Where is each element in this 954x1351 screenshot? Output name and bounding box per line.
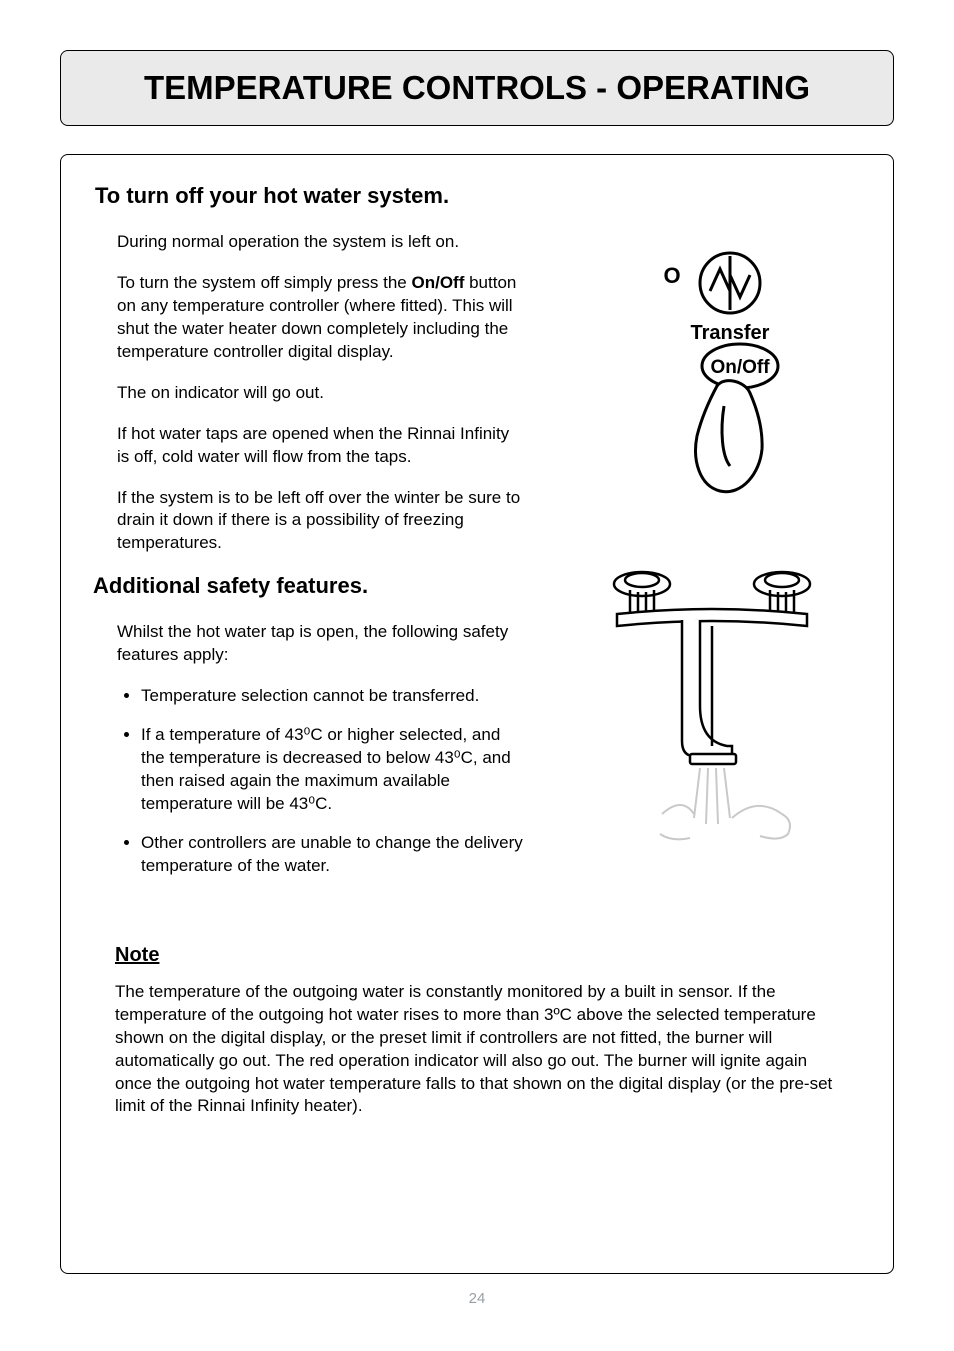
list-item: Temperature selection cannot be transfer…: [141, 685, 525, 708]
illustration-column: Transfer O On/Off: [555, 231, 859, 894]
title-banner: TEMPERATURE CONTROLS - OPERATING: [60, 50, 894, 126]
paragraph: The on indicator will go out.: [117, 382, 525, 405]
paragraph: Whilst the hot water tap is open, the fo…: [117, 621, 525, 667]
section-heading-turnoff: To turn off your hot water system.: [95, 183, 859, 209]
page-title: TEMPERATURE CONTROLS - OPERATING: [81, 69, 873, 107]
list-item: If a temperature of 43⁰C or higher selec…: [141, 724, 525, 816]
onoff-button-icon: Transfer O On/Off: [602, 251, 812, 501]
tap-icon: [582, 546, 832, 846]
paragraph: During normal operation the system is le…: [117, 231, 525, 254]
transfer-label: Transfer: [691, 322, 770, 344]
note-heading: Note: [115, 944, 859, 967]
page: TEMPERATURE CONTROLS - OPERATING To turn…: [0, 0, 954, 1337]
content-frame: To turn off your hot water system. Durin…: [60, 154, 894, 1274]
page-number: 24: [60, 1290, 894, 1307]
note-body: The temperature of the outgoing water is…: [115, 981, 839, 1119]
paragraph: To turn the system off simply press the …: [117, 272, 525, 364]
list-item: Other controllers are unable to change t…: [141, 832, 525, 878]
indicator-o: O: [663, 263, 680, 288]
paragraph: If hot water taps are opened when the Ri…: [117, 423, 525, 469]
two-column-layout: During normal operation the system is le…: [95, 231, 859, 894]
onoff-label: On/Off: [710, 357, 770, 378]
text-column: During normal operation the system is le…: [95, 231, 525, 894]
section-heading-safety: Additional safety features.: [93, 573, 525, 599]
feature-list: Temperature selection cannot be transfer…: [117, 685, 525, 878]
tap-illustration: [582, 546, 832, 851]
paragraph: If the system is to be left off over the…: [117, 487, 525, 556]
bold-onoff: On/Off: [411, 273, 464, 292]
button-illustration: Transfer O On/Off: [602, 251, 812, 506]
